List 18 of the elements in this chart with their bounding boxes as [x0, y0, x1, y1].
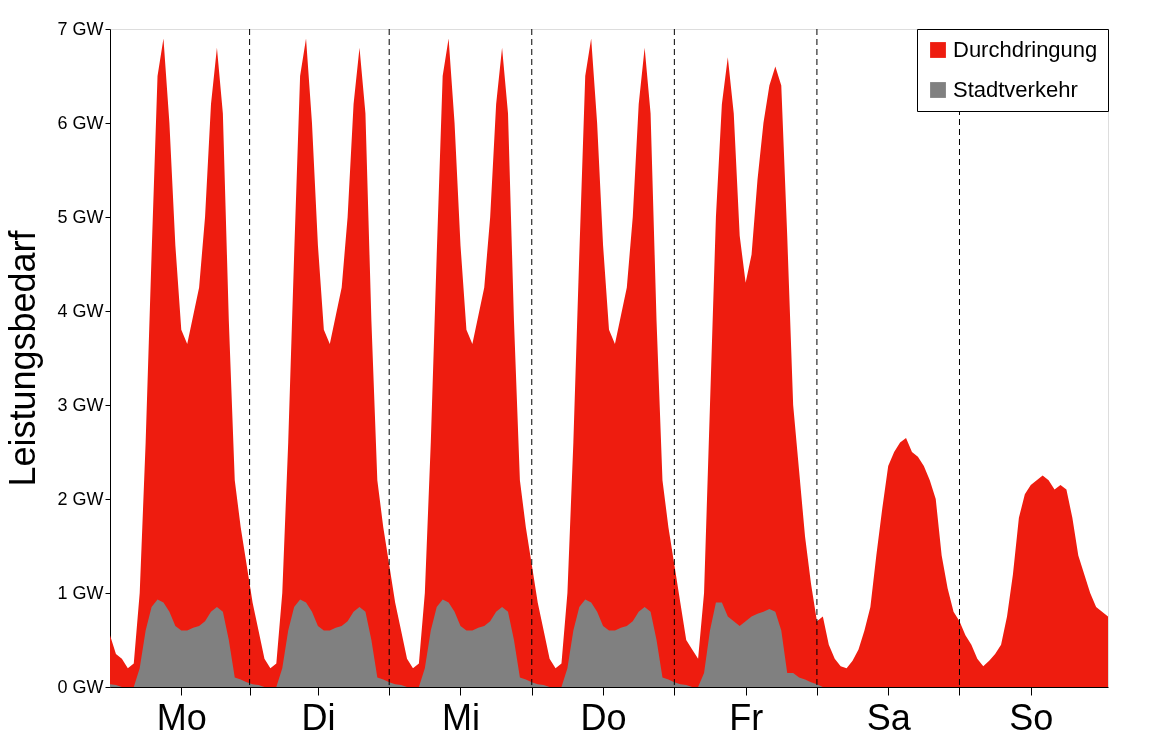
y-tick-label: 5 GW [57, 206, 104, 227]
legend-label: Durchdringung [953, 37, 1098, 62]
x-tick-label: Fr [729, 696, 764, 738]
y-tick-label: 1 GW [57, 582, 104, 603]
y-axis-title: Leistungsbedarf [2, 229, 44, 487]
y-tick-label: 0 GW [57, 676, 104, 697]
x-tick-label: Di [301, 696, 336, 738]
x-tick-label: So [1009, 696, 1054, 738]
x-tick-label: Sa [866, 696, 912, 738]
y-tick-label: 7 GW [57, 18, 104, 39]
y-tick-label: 4 GW [57, 300, 104, 321]
y-tick-label: 6 GW [57, 112, 104, 133]
x-tick-label: Mo [156, 696, 207, 738]
legend-label: Stadtverkehr [953, 77, 1078, 102]
y-tick-label: 2 GW [57, 488, 104, 509]
y-tick-label: 3 GW [57, 394, 104, 415]
x-tick-label: Do [580, 696, 627, 738]
x-tick-label: Mi [441, 696, 480, 738]
